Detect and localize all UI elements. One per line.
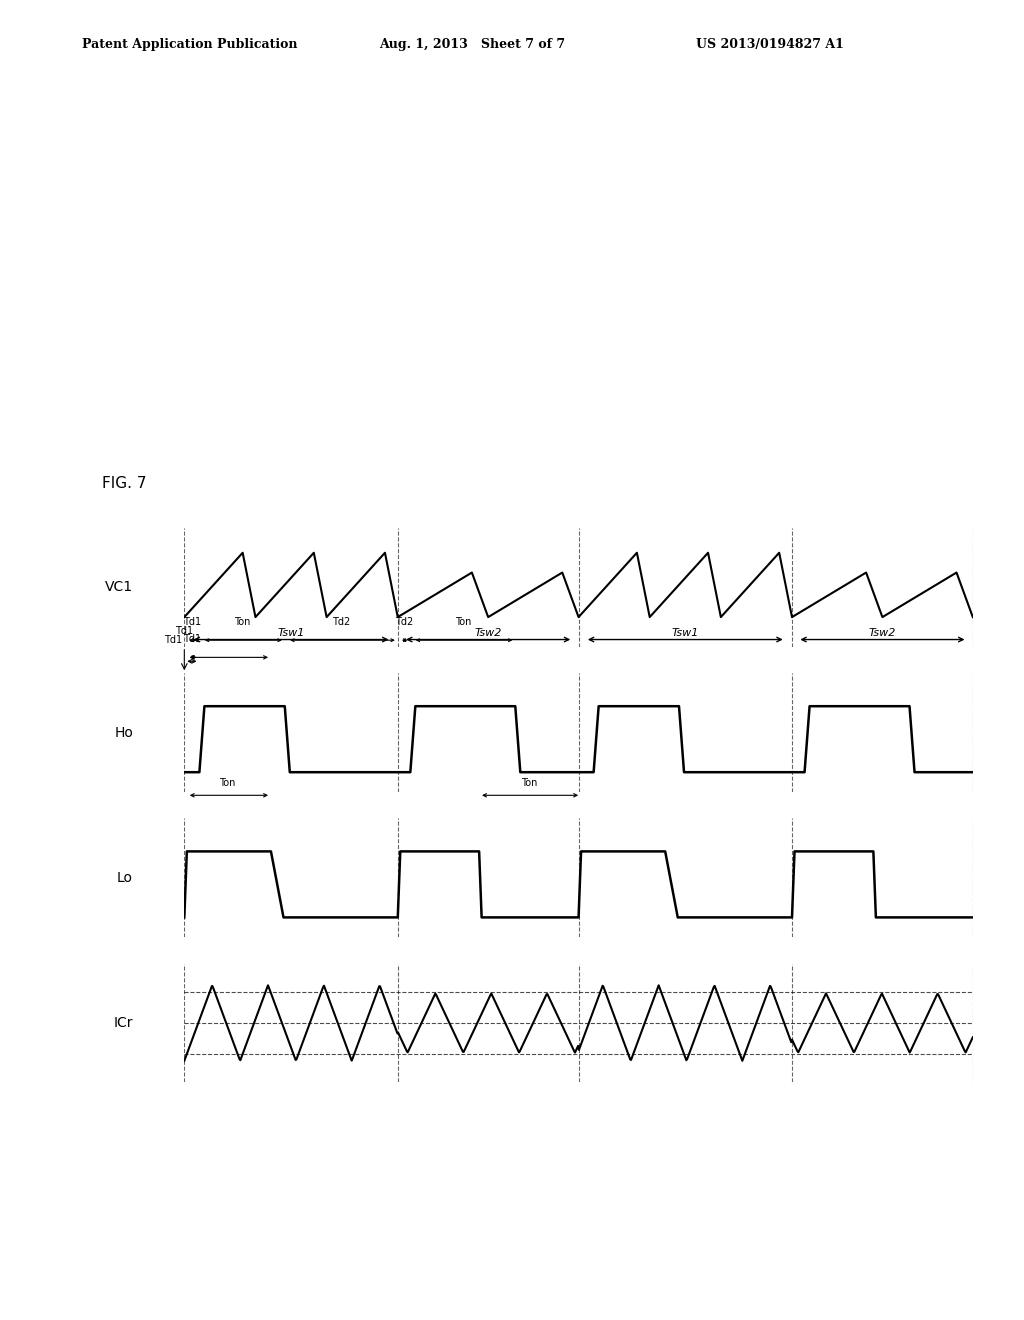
Text: Td1: Td1 (183, 616, 201, 627)
Text: Ton: Ton (233, 616, 250, 627)
Text: Ho: Ho (115, 726, 133, 739)
Text: Tsw1: Tsw1 (278, 628, 305, 639)
Text: Ton: Ton (520, 779, 537, 788)
Text: Aug. 1, 2013   Sheet 7 of 7: Aug. 1, 2013 Sheet 7 of 7 (379, 37, 565, 50)
Text: Td1: Td1 (175, 626, 194, 636)
Text: Td1: Td1 (183, 634, 201, 644)
Text: ICr: ICr (114, 1016, 133, 1030)
Text: Tsw2: Tsw2 (474, 628, 502, 639)
Text: Tsw2: Tsw2 (868, 628, 896, 639)
Text: Patent Application Publication: Patent Application Publication (82, 37, 297, 50)
Text: Td2: Td2 (395, 616, 413, 627)
Text: Td1: Td1 (164, 635, 182, 645)
Text: FIG. 7: FIG. 7 (102, 477, 146, 491)
Text: Ton: Ton (219, 779, 236, 788)
Text: Tsw1: Tsw1 (672, 628, 699, 639)
Text: VC1: VC1 (105, 581, 133, 594)
Text: US 2013/0194827 A1: US 2013/0194827 A1 (696, 37, 844, 50)
Text: Lo: Lo (117, 871, 133, 884)
Text: Ton: Ton (455, 616, 471, 627)
Text: Td2: Td2 (332, 616, 350, 627)
